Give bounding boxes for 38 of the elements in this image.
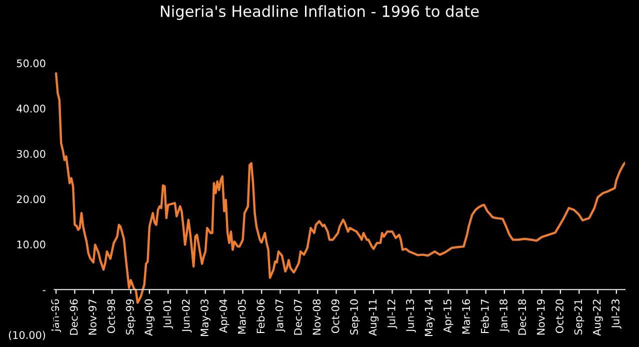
- x-tick-label: Oct-09: [331, 299, 340, 334]
- x-tick-label: Aug-11: [368, 300, 379, 336]
- x-tick-label: Sep-21: [574, 300, 584, 335]
- x-tick-label: Feb-17: [480, 299, 489, 334]
- x-tick-label: Nov-19: [536, 299, 545, 335]
- x-tick-label: Nov-08: [312, 299, 321, 335]
- x-tick-label: Oct-20: [556, 299, 564, 334]
- x-tick-label: Sep-99: [126, 299, 136, 335]
- x-tick-label: Sep-10: [350, 299, 360, 335]
- x-tick-label: Feb-06: [256, 299, 265, 334]
- x-tick-label: Mar-05: [238, 300, 246, 334]
- y-tick-label: 30.00: [16, 150, 46, 158]
- x-tick-label: Jul-12: [387, 300, 398, 329]
- x-tick-label: Aug-00: [144, 299, 154, 336]
- x-tick-label: Apr-15: [444, 300, 454, 333]
- x-tick-label: Dec-18: [518, 299, 526, 335]
- y-tick-label: 40.00: [16, 104, 46, 113]
- x-tick-label: Jul-23: [611, 299, 622, 329]
- x-tick-label: Apr-04: [219, 299, 230, 333]
- x-tick-label: Jan-07: [275, 299, 286, 332]
- x-tick-label: Jan-18: [500, 299, 510, 332]
- x-tick-label: Aug-22: [592, 300, 603, 336]
- x-tick-label: Jul-01: [163, 300, 174, 329]
- x-tick-label: Mar-16: [462, 299, 470, 334]
- chart-title: Nigeria's Headline Inflation - 1996 to date: [160, 5, 479, 20]
- x-tick-label: May-14: [424, 299, 435, 336]
- x-tick-label: Dec-96: [70, 299, 78, 335]
- x-tick-label: Jun-13: [406, 299, 416, 332]
- y-tick-label: (10.00): [8, 330, 46, 340]
- y-tick-label: 10.00: [17, 240, 46, 248]
- x-tick-label: May-03: [200, 299, 210, 336]
- x-tick-label: Nov-97: [88, 299, 96, 335]
- y-tick-label: -: [42, 290, 46, 292]
- x-tick-label: Dec-07: [294, 299, 302, 335]
- x-tick-label: Jun-02: [182, 300, 192, 332]
- x-tick-label: Oct-98: [107, 299, 116, 334]
- y-tick-label: 50.00: [16, 59, 46, 68]
- y-tick-label: 20.00: [16, 195, 46, 204]
